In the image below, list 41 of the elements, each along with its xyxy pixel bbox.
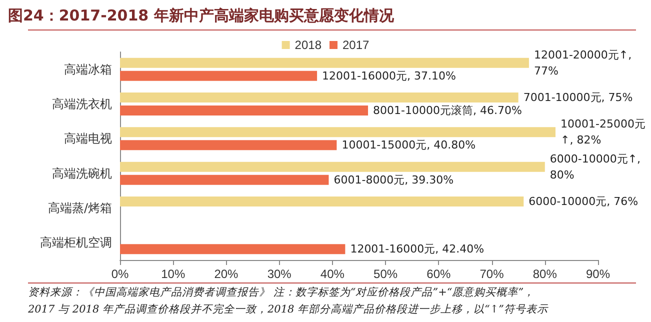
y-tick-label: 高端洗碗机	[52, 166, 112, 180]
y-tick-label: 高端冰箱	[64, 62, 112, 76]
chart-title: 图24：2017-2018 年新中产高端家电购买意愿变化情况	[8, 6, 395, 24]
bar	[120, 127, 556, 138]
data-label: 6000-10000元, 76%	[528, 195, 638, 208]
y-tick-label: 高端柜机空调	[40, 236, 112, 250]
data-label: 6001-8000元, 39.30%	[334, 173, 454, 186]
legend-label: 2018	[294, 38, 322, 52]
legend-label: 2017	[342, 38, 370, 52]
bar	[120, 244, 346, 254]
bar	[120, 162, 545, 172]
x-tick-label: 60%	[426, 267, 451, 281]
data-label: 12001-16000元, 42.40%	[350, 242, 484, 256]
data-label: 12001-16000元, 37.10%	[322, 69, 456, 82]
data-label: 6000-10000元↑, 80%	[550, 152, 644, 182]
x-tick-label: 20%	[214, 267, 239, 281]
x-tick-label: 10%	[161, 267, 186, 281]
data-label: 12001-20000元↑, 77%	[534, 48, 636, 78]
x-tick-label: 0%	[111, 267, 129, 281]
data-label: 8001-10000元滚筒, 46.70%	[373, 104, 522, 117]
text: 2017 与 2018 年产品调查价格段并不完全一致，2018 年部分高端产品价格段进一步上移，以“↑”符号表示	[27, 304, 550, 316]
bar	[120, 140, 337, 150]
x-tick-label: 90%	[586, 267, 610, 281]
bar	[120, 58, 529, 68]
y-tick-label: 高端蒸/烤箱	[48, 201, 112, 215]
x-tick-label: 50%	[374, 267, 398, 281]
data-label: 7001-10000元, 75%	[523, 91, 633, 104]
y-tick-label: 高端洗衣机	[52, 97, 112, 111]
text: 资料来源：《中国高端家电产品消费者调查报告》 注：数字标签为“对应价格段产品”+“愿意购买概率”，	[28, 286, 535, 298]
bar	[120, 106, 368, 116]
bar	[120, 174, 329, 185]
x-tick-label: 40%	[320, 267, 345, 281]
bar	[120, 70, 318, 81]
y-tick-label: 高端电视	[64, 132, 112, 146]
data-label: 10001-15000元, 40.80%	[342, 138, 476, 152]
data-label: 10001-25000元↑, 82%	[560, 118, 646, 147]
x-tick-label: 70%	[480, 267, 504, 281]
bar	[120, 196, 524, 206]
bar	[120, 92, 518, 102]
x-tick-label: 30%	[267, 267, 292, 281]
x-tick-label: 80%	[532, 267, 558, 281]
